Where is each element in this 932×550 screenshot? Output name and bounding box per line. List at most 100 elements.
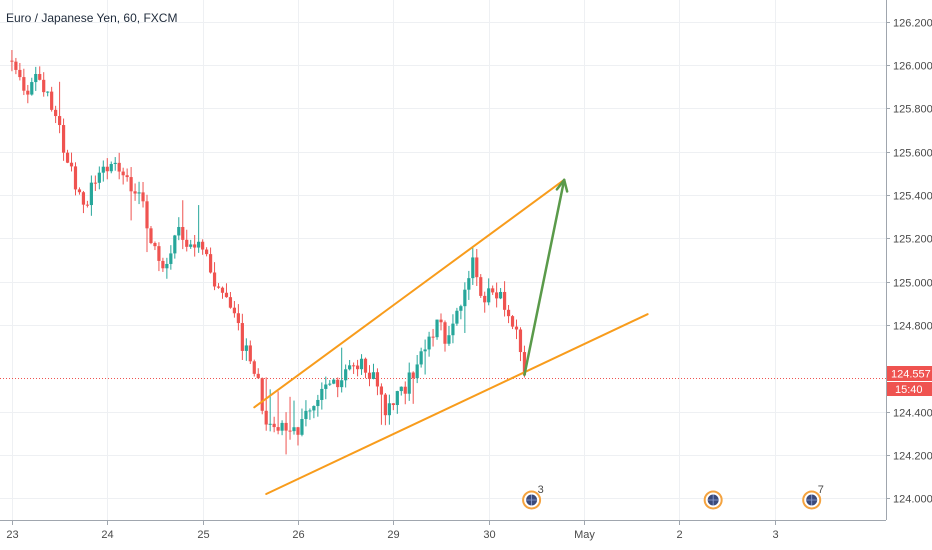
economic-calendar-icon[interactable] — [703, 490, 723, 510]
candle-up — [359, 354, 364, 375]
candle-down — [411, 371, 415, 404]
candle-up — [30, 77, 34, 96]
candle-down — [367, 365, 372, 387]
candle-body — [391, 403, 395, 406]
candle-down — [26, 84, 30, 104]
candle-body — [169, 253, 173, 264]
candle-body — [216, 286, 221, 288]
candle-up — [371, 363, 376, 380]
candle-up — [320, 382, 324, 410]
time-axis-panel[interactable] — [0, 520, 932, 550]
candle-down — [284, 412, 288, 455]
drawings[interactable] — [253, 178, 649, 495]
channel-lower-line[interactable] — [265, 313, 649, 495]
candle-body — [510, 316, 515, 327]
candle-up — [280, 420, 284, 436]
candle-body — [332, 379, 336, 384]
candle-down — [22, 68, 26, 96]
candle-up — [316, 394, 320, 417]
candle-down — [355, 359, 360, 377]
economic-calendar-icon[interactable]: 3 — [522, 484, 544, 510]
projection-arrow-line[interactable] — [523, 178, 566, 377]
candle-down — [383, 393, 387, 426]
candle-body — [459, 306, 463, 311]
candle-body — [387, 403, 391, 416]
candle-body — [514, 326, 519, 330]
current-price-value: 124.557 — [891, 369, 931, 381]
time-axis[interactable]: 23 24 25 26 29 30 May 2 3 — [6, 520, 779, 541]
candle-body — [256, 373, 260, 379]
candle-down — [10, 50, 14, 72]
candle-body — [81, 192, 86, 205]
time-tick-label: 25 — [197, 529, 209, 541]
candle-up — [344, 364, 348, 388]
economic-calendar-icon[interactable]: 7 — [802, 484, 824, 510]
candle-body — [125, 175, 129, 178]
candle-body — [121, 171, 125, 176]
countdown-label-bg — [887, 382, 932, 396]
candle-body — [439, 319, 443, 323]
candle-down — [443, 320, 447, 352]
candle-body — [105, 166, 109, 172]
candle-down — [93, 175, 97, 191]
candle-body — [407, 372, 411, 394]
candle-body — [483, 295, 487, 303]
candle-up — [97, 166, 101, 190]
price-tick-label: 125.400 — [893, 191, 932, 203]
candle-down — [161, 257, 165, 272]
candle-down — [288, 396, 292, 440]
candle-down — [157, 242, 161, 272]
price-axis[interactable]: 126.200 126.000 125.800 125.600 125.400 125.2… — [886, 18, 932, 506]
candle-body — [336, 379, 340, 388]
candle-down — [506, 304, 511, 324]
candle-up — [308, 408, 312, 420]
candle-down — [352, 362, 356, 374]
candle-down — [181, 200, 185, 250]
candle-down — [65, 149, 70, 164]
candle-body — [109, 164, 113, 172]
candle-down — [479, 274, 483, 298]
candle-body — [288, 430, 292, 432]
candle-body — [173, 235, 177, 254]
candle-body — [435, 319, 439, 338]
candle-up — [332, 378, 336, 385]
candle-down — [403, 381, 407, 405]
channel-upper-line[interactable] — [253, 178, 566, 409]
candle-down — [248, 340, 252, 365]
candle-down — [475, 248, 479, 287]
candles — [10, 50, 527, 455]
candle-body — [324, 384, 328, 389]
candle-up — [447, 325, 451, 346]
candle-body — [22, 77, 26, 91]
projection-arrow-head — [555, 178, 569, 193]
candle-down — [125, 168, 129, 182]
candle-down — [379, 383, 384, 425]
candle-up — [324, 376, 328, 400]
candle-body — [133, 191, 137, 194]
candle-body — [129, 177, 133, 192]
candle-body — [57, 116, 62, 126]
candle-down — [232, 301, 237, 318]
candle-up — [304, 400, 308, 427]
candle-body — [411, 372, 415, 379]
candle-body — [153, 242, 157, 247]
time-tick-label: May — [574, 529, 595, 541]
candle-body — [371, 372, 376, 379]
candle-body — [328, 383, 332, 385]
candle-body — [30, 82, 34, 95]
candle-down — [502, 281, 507, 317]
candle-up — [415, 354, 419, 384]
price-tick-label: 125.800 — [893, 104, 932, 116]
candle-down — [224, 283, 229, 298]
candle-body — [205, 249, 209, 255]
candle-body — [292, 427, 296, 432]
candle-up — [395, 390, 399, 414]
price-axis-panel[interactable] — [886, 0, 932, 520]
candle-down — [85, 200, 90, 208]
candle-body — [491, 288, 495, 293]
candle-body — [101, 166, 105, 173]
candle-body — [34, 73, 38, 83]
candle-down — [133, 183, 137, 201]
